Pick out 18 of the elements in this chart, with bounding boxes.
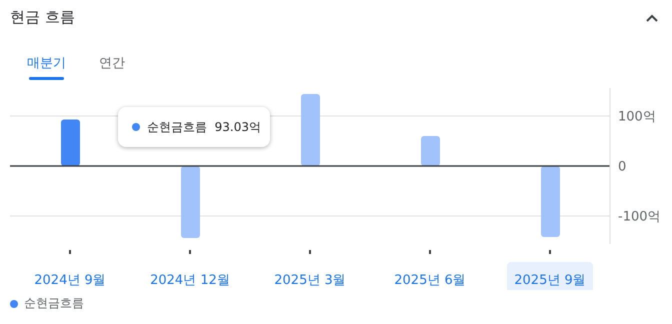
text: 매분기: [27, 55, 66, 72]
x-tick-label: 2025년 3월: [274, 273, 346, 288]
x-tick-label: 2024년 12월: [150, 273, 230, 288]
bar: [541, 166, 560, 237]
chart-title: 현금 흐름: [10, 8, 75, 27]
legend-label: 순현금흐름: [23, 295, 84, 312]
text: 연간: [99, 55, 125, 72]
bar: [421, 136, 440, 166]
x-tick-label: 2024년 9월: [34, 273, 106, 288]
bar: [301, 94, 320, 166]
y-tick-label: 100억: [618, 110, 656, 125]
bar: [61, 119, 80, 166]
x-tick-label: 2025년 6월: [394, 273, 466, 288]
y-tick-label: 0: [618, 160, 626, 175]
bar: [181, 166, 200, 238]
y-tick-label: -100억: [618, 210, 661, 225]
tooltip-card: 순현금흐름 93.03억: [118, 107, 270, 147]
x-tick-label: 2025년 9월: [514, 273, 586, 288]
